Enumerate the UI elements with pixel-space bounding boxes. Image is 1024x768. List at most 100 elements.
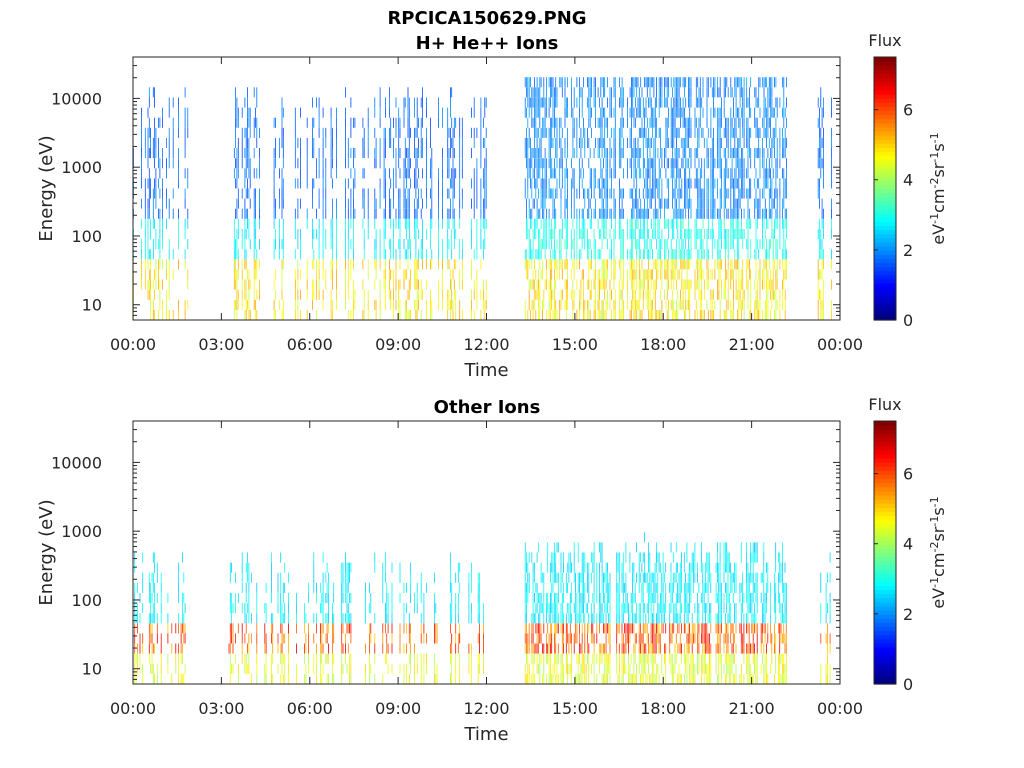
spectrogram-cell <box>241 653 243 664</box>
spectrogram-cell <box>543 178 545 189</box>
spectrogram-cell <box>649 77 651 88</box>
spectrogram-cell <box>627 168 628 179</box>
spectrogram-cell <box>654 299 656 310</box>
spectrogram-cell <box>281 289 283 300</box>
spectrogram-cell <box>308 593 309 604</box>
spectrogram-cell <box>471 613 472 624</box>
spectrogram-cell <box>550 249 551 260</box>
spectrogram-cell <box>300 239 301 250</box>
spectrogram-cell <box>561 218 563 229</box>
spectrogram-cell <box>535 603 537 614</box>
spectrogram-cell <box>430 289 431 300</box>
spectrogram-cell <box>422 229 423 240</box>
spectrogram-cell <box>686 299 688 310</box>
spectrogram-cell <box>731 309 733 320</box>
colorbar-segment <box>874 81 896 87</box>
spectrogram-cell <box>241 269 243 280</box>
spectrogram-cell <box>461 117 463 128</box>
spectrogram-cell <box>341 593 343 604</box>
spectrogram-cell <box>699 239 701 250</box>
spectrogram-cell <box>408 673 410 684</box>
spectrogram-cell <box>666 289 668 300</box>
spectrogram-cell <box>560 289 562 300</box>
spectrogram-cell <box>604 289 606 300</box>
spectrogram-cell <box>644 198 645 209</box>
spectrogram-cell <box>284 663 286 674</box>
spectrogram-cell <box>544 198 546 209</box>
spectrogram-cell <box>604 188 606 199</box>
spectrogram-cell <box>389 137 390 148</box>
spectrogram-cell <box>374 653 376 664</box>
spectrogram-cell <box>406 643 407 654</box>
spectrogram-cell <box>742 127 744 138</box>
spectrogram-cell <box>459 198 461 209</box>
spectrogram-cell <box>336 249 337 260</box>
spectrogram-cell <box>253 208 255 219</box>
colorbar-segment <box>874 225 896 231</box>
spectrogram-cell <box>538 269 539 280</box>
spectrogram-cell <box>695 229 697 240</box>
spectrogram-cell <box>654 97 656 108</box>
spectrogram-cell <box>738 239 740 250</box>
spectrogram-cell <box>611 289 612 300</box>
spectrogram-cell <box>619 127 620 138</box>
spectrogram-cell <box>531 188 533 199</box>
spectrogram-cell <box>660 239 661 250</box>
spectrogram-cell <box>420 673 422 684</box>
spectrogram-cell <box>706 148 708 159</box>
spectrogram-cell <box>318 289 320 300</box>
spectrogram-cell <box>589 218 591 229</box>
spectrogram-cell <box>632 269 634 280</box>
spectrogram-cell <box>156 562 158 573</box>
spectrogram-cell <box>241 552 243 563</box>
spectrogram-cell <box>345 572 346 583</box>
spectrogram-cell <box>657 249 659 260</box>
spectrogram-cell <box>706 178 708 189</box>
spectrogram-cell <box>142 633 144 644</box>
spectrogram-cell <box>644 249 645 260</box>
spectrogram-cell <box>531 279 533 290</box>
colorbar-segment <box>874 93 896 99</box>
spectrogram-cell <box>399 572 401 583</box>
spectrogram-cell <box>275 269 276 280</box>
spectrogram-cell <box>661 97 663 108</box>
spectrogram-cell <box>701 279 703 290</box>
spectrogram-cell <box>658 87 660 98</box>
spectrogram-cell <box>695 178 697 189</box>
spectrogram-cell <box>273 208 275 219</box>
spectrogram-cell <box>265 663 267 674</box>
spectrogram-cell <box>476 218 478 229</box>
spectrogram-cell <box>770 309 771 320</box>
spectrogram-cell <box>614 218 616 229</box>
spectrogram-cell <box>539 77 541 88</box>
spectrogram-cell <box>763 259 765 270</box>
spectrogram-cell <box>767 87 769 98</box>
spectrogram-cell <box>265 613 267 624</box>
spectrogram-cell <box>682 239 684 250</box>
spectrogram-cell <box>564 117 566 128</box>
spectrogram-cell <box>551 269 553 280</box>
spectrogram-cell <box>415 249 417 260</box>
spectrogram-cell <box>819 289 820 300</box>
spectrogram-cell <box>148 279 150 290</box>
spectrogram-cell <box>167 663 169 674</box>
spectrogram-cell <box>653 87 655 98</box>
spectrogram-cell <box>588 198 590 209</box>
spectrogram-cell <box>650 269 652 280</box>
spectrogram-cell <box>762 137 763 148</box>
spectrogram-cell <box>264 623 266 634</box>
x-tick-label: 18:00 <box>640 335 686 354</box>
spectrogram-cell <box>389 188 390 199</box>
spectrogram-cell <box>727 137 729 148</box>
spectrogram-cell <box>611 269 612 280</box>
spectrogram-cell <box>642 249 644 260</box>
spectrogram-cell <box>631 158 632 169</box>
spectrogram-cell <box>336 218 337 229</box>
spectrogram-cell <box>775 309 777 320</box>
spectrogram-cell <box>819 229 820 240</box>
spectrogram-cell <box>532 239 534 250</box>
spectrogram-cell <box>453 229 455 240</box>
spectrogram-cell <box>308 663 309 674</box>
spectrogram-cell <box>281 178 283 189</box>
spectrogram-cell <box>772 107 774 118</box>
